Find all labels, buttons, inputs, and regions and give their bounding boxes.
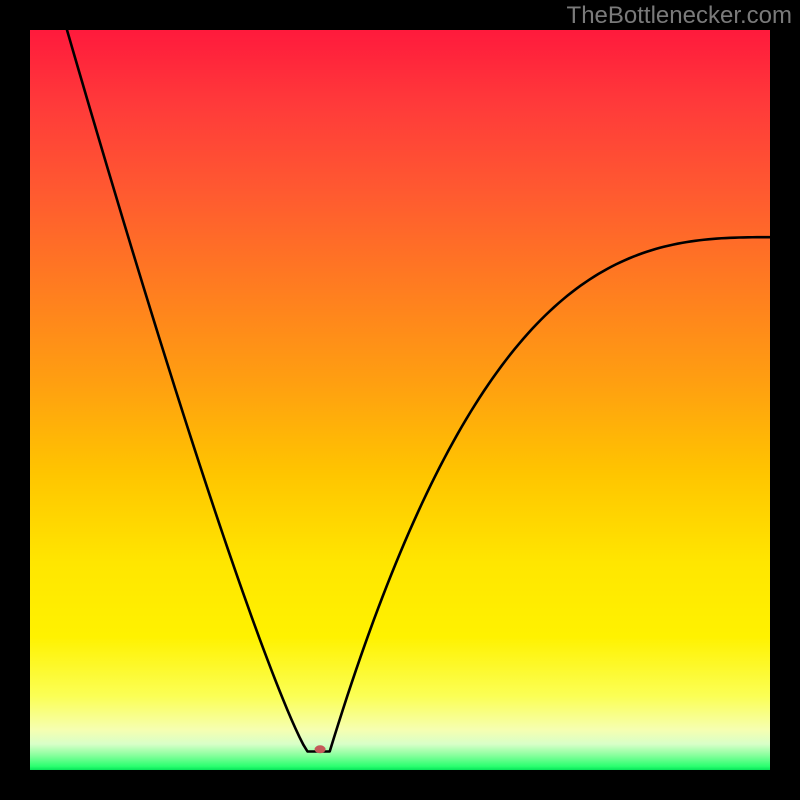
plot-background — [30, 30, 770, 770]
chart-container: TheBottlenecker.com — [0, 0, 800, 800]
minimum-marker — [315, 745, 326, 753]
chart-svg — [0, 0, 800, 800]
